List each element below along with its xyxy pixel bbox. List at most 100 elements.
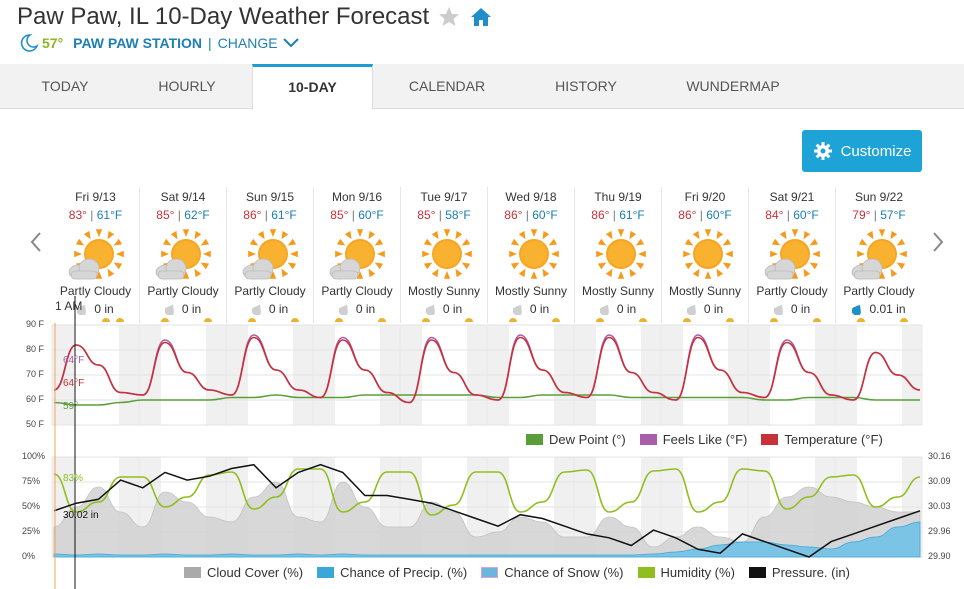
tab-calendar[interactable]: CALENDAR <box>408 78 486 94</box>
tab-10-day[interactable]: 10-DAY <box>252 64 373 110</box>
rain-drop-icon <box>852 304 862 315</box>
dry-drop-icon <box>773 304 783 315</box>
cursor-dew-point: 59° <box>63 401 79 412</box>
temp-axis-tick: 70 F <box>26 369 45 379</box>
feels-like-swatch <box>639 434 657 445</box>
day-column[interactable]: Sat 9/14 85° | 62°F Partly Cloudy 0 in <box>139 187 226 323</box>
percent-axis-tick: 25% <box>22 526 41 536</box>
day-low: 60°F <box>706 208 732 222</box>
day-date: Sat 9/14 <box>160 190 206 204</box>
day-column[interactable]: Thu 9/19 86° | 61°F Mostly Sunny 0 in <box>574 187 661 323</box>
day-high: 83° <box>68 208 87 222</box>
mostly-sunny-icon <box>674 226 736 284</box>
day-column[interactable]: Wed 9/18 86° | 60°F Mostly Sunny 0 in <box>487 187 574 323</box>
mostly-sunny-icon <box>413 226 475 284</box>
cloud-cover-swatch <box>184 567 201 578</box>
precip-swatch <box>317 567 335 578</box>
day-high: 86° <box>243 208 262 222</box>
partly-cloudy-icon <box>65 226 127 284</box>
legend-pressure[interactable]: Pressure. (in) <box>748 565 850 580</box>
change-station-link[interactable]: CHANGE <box>217 35 278 51</box>
station-name[interactable]: PAW PAW STATION <box>73 35 203 51</box>
pressure-axis-tick: 29.96 <box>928 526 951 536</box>
pressure-swatch <box>748 567 766 578</box>
day-column[interactable]: Sun 9/22 79° | 57°F Partly Cloudy 0.01 i… <box>835 187 922 323</box>
tab-today[interactable]: TODAY <box>41 78 89 94</box>
customize-button[interactable]: Customize <box>802 130 922 172</box>
legend-snow-label: Chance of Snow (%) <box>504 565 624 580</box>
day-low: 62°F <box>184 208 210 222</box>
day-condition: Mostly Sunny <box>494 284 568 298</box>
day-date: Fri 9/13 <box>75 190 116 204</box>
separator: | <box>208 35 212 51</box>
page-title: Paw Paw, IL 10-Day Weather Forecast <box>17 3 430 30</box>
day-low: 61°F <box>619 208 645 222</box>
day-date: Wed 9/18 <box>505 190 557 204</box>
day-condition: Mostly Sunny <box>668 284 742 298</box>
legend-dew-point[interactable]: Dew Point (°) <box>526 432 626 447</box>
sunrise-icon <box>422 318 430 322</box>
temp-divider: | <box>438 208 442 222</box>
day-temps: 86° | 61°F <box>227 208 313 224</box>
day-precip: 0 in <box>52 301 139 317</box>
chevron-down-icon[interactable] <box>282 36 300 50</box>
cursor-temperature: 64°F <box>63 378 85 389</box>
day-condition: Mostly Sunny <box>407 284 481 298</box>
partly-cloudy-icon <box>152 226 214 284</box>
current-temp: 57° <box>42 35 64 51</box>
partly-cloudy-icon <box>848 226 910 284</box>
day-precip-amount: 0 in <box>442 302 463 316</box>
legend-precip[interactable]: Chance of Precip. (%) <box>317 565 467 580</box>
previous-arrow-icon[interactable] <box>28 231 44 253</box>
legend-snow[interactable]: Chance of Snow (%) <box>481 565 624 580</box>
pressure-axis-tick: 30.16 <box>928 451 951 461</box>
next-arrow-icon[interactable] <box>930 231 946 253</box>
legend-feels-like[interactable]: Feels Like (°F) <box>639 432 748 447</box>
sunset-icon <box>900 318 908 322</box>
day-high: 84° <box>765 208 784 222</box>
tab-hourly[interactable]: HOURLY <box>158 78 216 94</box>
pressure-axis-tick: 30.09 <box>928 476 951 486</box>
home-icon[interactable] <box>469 5 493 29</box>
tab-history[interactable]: HISTORY <box>555 78 617 94</box>
temp-divider: | <box>699 208 703 222</box>
temp-divider: | <box>351 208 355 222</box>
cursor-pressure: 30.02 in <box>63 510 99 521</box>
mostly-sunny-icon <box>587 226 649 284</box>
day-precip-amount: 0 in <box>529 302 550 316</box>
gear-icon <box>813 142 832 160</box>
legend-temperature-label: Temperature (°F) <box>784 432 883 447</box>
day-column[interactable]: Fri 9/13 83° | 61°F Partly Cloudy 0 in <box>52 187 139 323</box>
day-column[interactable]: Sat 9/21 84° | 60°F Partly Cloudy 0 in <box>748 187 835 323</box>
day-column[interactable]: Tue 9/17 85° | 58°F Mostly Sunny 0 in <box>400 187 487 323</box>
percent-axis-tick: 75% <box>22 476 41 486</box>
day-precip-amount: 0 in <box>181 302 202 316</box>
temp-divider: | <box>786 208 790 222</box>
legend-cloud-cover[interactable]: Cloud Cover (%) <box>184 565 303 580</box>
percent-axis-tick: 0% <box>22 551 36 561</box>
day-column[interactable]: Sun 9/15 86° | 61°F Partly Cloudy 0 in <box>226 187 313 323</box>
legend-temperature[interactable]: Temperature (°F) <box>761 432 883 447</box>
legend-humidity[interactable]: Humidity (%) <box>637 565 735 580</box>
sunrise-icon <box>596 318 604 322</box>
day-date: Sun 9/15 <box>245 190 295 204</box>
day-temps: 79° | 57°F <box>836 208 922 224</box>
legend-feels-like-label: Feels Like (°F) <box>662 432 748 447</box>
day-temps: 85° | 62°F <box>140 208 226 224</box>
day-low: 61°F <box>96 208 123 222</box>
day-date: Sat 9/21 <box>769 190 815 204</box>
sunrise-icon <box>248 318 256 322</box>
tab-wundermap[interactable]: WUNDERMAP <box>686 78 780 94</box>
day-temps: 85° | 60°F <box>314 208 400 224</box>
day-precip: 0 in <box>401 301 487 317</box>
star-icon[interactable] <box>437 5 461 29</box>
sunset-icon <box>639 318 647 322</box>
day-column[interactable]: Fri 9/20 86° | 60°F Mostly Sunny 0 in <box>661 187 748 323</box>
temp-axis-tick: 80 F <box>26 344 45 354</box>
day-column[interactable]: Mon 9/16 85° | 60°F Partly Cloudy 0 in <box>313 187 400 323</box>
dew-point-swatch <box>526 434 543 445</box>
dry-drop-icon <box>251 304 261 315</box>
day-high: 85° <box>156 208 175 222</box>
day-date: Mon 9/16 <box>331 190 383 204</box>
